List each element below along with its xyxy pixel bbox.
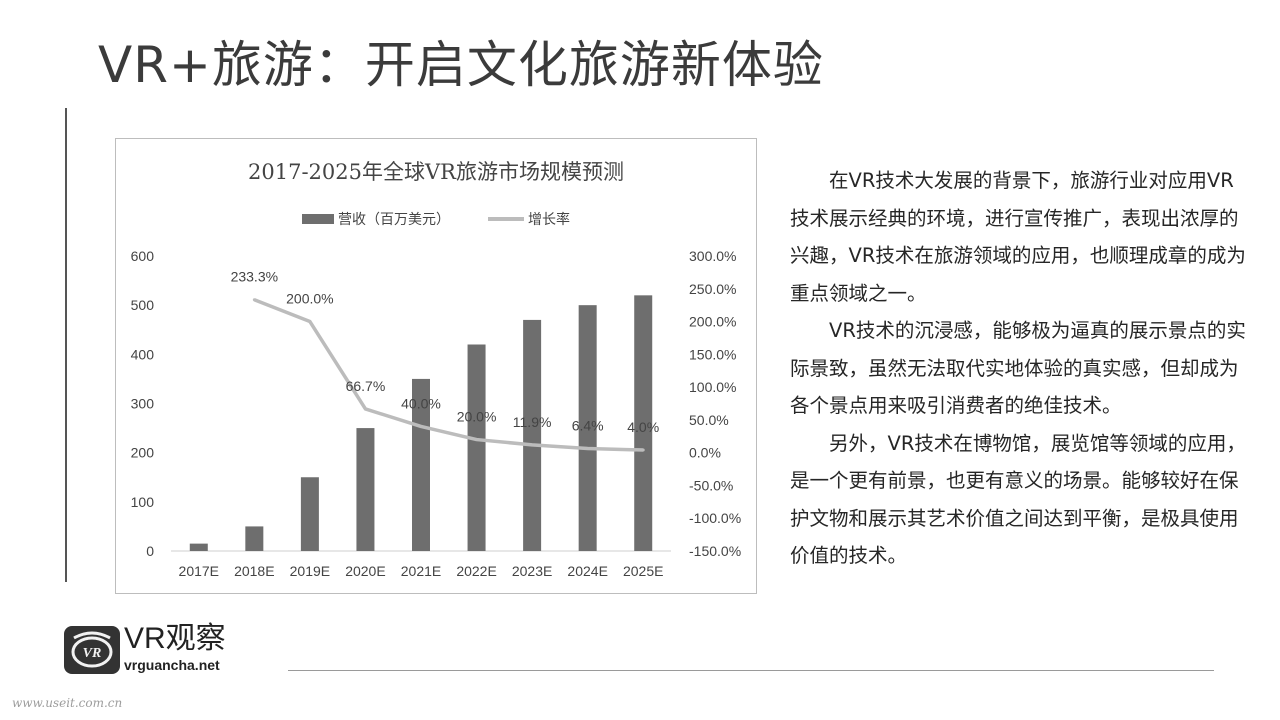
y-right-tick-label: 200.0% xyxy=(689,314,736,330)
svg-text:VR: VR xyxy=(83,646,102,661)
line-growth-rate xyxy=(253,298,644,452)
x-tick-label: 2021E xyxy=(401,563,441,579)
data-label-growth: 11.9% xyxy=(513,414,552,430)
line-point-growth xyxy=(308,320,312,324)
data-label-growth: 233.3% xyxy=(231,269,278,285)
line-point-growth xyxy=(586,446,590,450)
bar-revenue xyxy=(300,477,319,551)
article-paragraph-3: 另外，VR技术在博物馆，展览馆等领域的应用，是一个更有前景，也更有意义的场景。能… xyxy=(790,431,1246,568)
legend-swatch-revenue xyxy=(302,214,334,224)
chart-container: 2017-2025年全球VR旅游市场规模预测营收（百万美元） 增长率 0 100 200… xyxy=(115,138,757,594)
line-point-growth xyxy=(363,407,367,411)
data-label-growth: 40.0% xyxy=(401,395,441,411)
article-body: 在VR技术大发展的背景下，旅游行业对应用VR技术展示经典的环境，进行宣传推广，表… xyxy=(790,162,1252,575)
y-left-tick-label: 0 xyxy=(146,543,154,559)
y-right-tick-label: 0.0% xyxy=(689,445,721,461)
y-left-tick-label: 600 xyxy=(131,248,155,264)
bar-revenue xyxy=(523,319,542,551)
legend-label-revenue: 营收（百万美元） xyxy=(338,211,450,227)
data-label-growth: 20.0% xyxy=(457,409,497,425)
article-paragraph-1: 在VR技术大发展的背景下，旅游行业对应用VR技术展示经典的环境，进行宣传推广，表… xyxy=(790,169,1246,305)
footer-divider xyxy=(288,670,1214,671)
line-point-growth xyxy=(641,448,645,452)
data-label-growth: 4.0% xyxy=(627,419,659,435)
vr-logo-icon: VR xyxy=(64,626,120,674)
bar-revenue xyxy=(578,305,597,551)
data-label-growth: 200.0% xyxy=(286,291,333,307)
x-tick-label: 2020E xyxy=(345,563,385,579)
left-divider xyxy=(65,108,67,582)
y-right-tick-label: 300.0% xyxy=(689,248,736,264)
y-left-tick-label: 500 xyxy=(131,297,155,313)
y-right-tick-label: -50.0% xyxy=(689,477,733,493)
y-left-tick-label: 400 xyxy=(131,346,155,362)
y-right-tick-label: -100.0% xyxy=(689,510,741,526)
x-tick-label: 2025E xyxy=(623,563,663,579)
x-tick-label: 2022E xyxy=(456,563,496,579)
bar-revenue xyxy=(634,295,653,551)
y-right-tick-label: 150.0% xyxy=(689,346,736,362)
article-paragraph-2: VR技术的沉浸感，能够极为逼真的展示景点的实际景致，虽然无法取代实地体验的真实感… xyxy=(790,319,1246,417)
line-point-growth xyxy=(475,438,479,442)
bar-revenue xyxy=(467,344,486,551)
legend-label-growth: 增长率 xyxy=(528,211,570,227)
y-right-tick-label: -150.0% xyxy=(689,543,741,559)
y-left-tick-label: 200 xyxy=(131,445,155,461)
brand-logo: VR VR观察 vrguancha.net xyxy=(64,622,244,678)
watermark: www.useit.com.cn xyxy=(12,696,123,710)
x-tick-label: 2017E xyxy=(179,563,219,579)
logo-url: vrguancha.net xyxy=(124,657,220,673)
bar-revenue xyxy=(356,428,375,551)
slide-title: VR+旅游：开启文化旅游新体验 xyxy=(98,36,824,94)
line-point-growth xyxy=(530,443,534,447)
line-point-growth xyxy=(419,424,423,428)
y-left-tick-label: 300 xyxy=(131,396,155,412)
y-right-tick-label: 250.0% xyxy=(689,281,736,297)
line-point-growth xyxy=(252,298,256,302)
data-label-growth: 6.4% xyxy=(572,417,604,433)
logo-name: VR观察 xyxy=(124,622,226,655)
x-tick-label: 2019E xyxy=(290,563,330,579)
y-right-tick-label: 100.0% xyxy=(689,379,736,395)
bar-revenue xyxy=(245,526,264,551)
x-tick-label: 2018E xyxy=(234,563,274,579)
chart-title: 2017-2025年全球VR旅游市场规模预测 xyxy=(248,160,624,184)
bar-revenue xyxy=(412,378,430,551)
x-tick-label: 2023E xyxy=(512,563,552,579)
y-left-tick-label: 100 xyxy=(131,494,155,510)
data-label-growth: 66.7% xyxy=(346,378,386,394)
x-tick-label: 2024E xyxy=(567,563,607,579)
bar-revenue xyxy=(189,543,208,551)
y-right-tick-label: 50.0% xyxy=(689,412,729,428)
